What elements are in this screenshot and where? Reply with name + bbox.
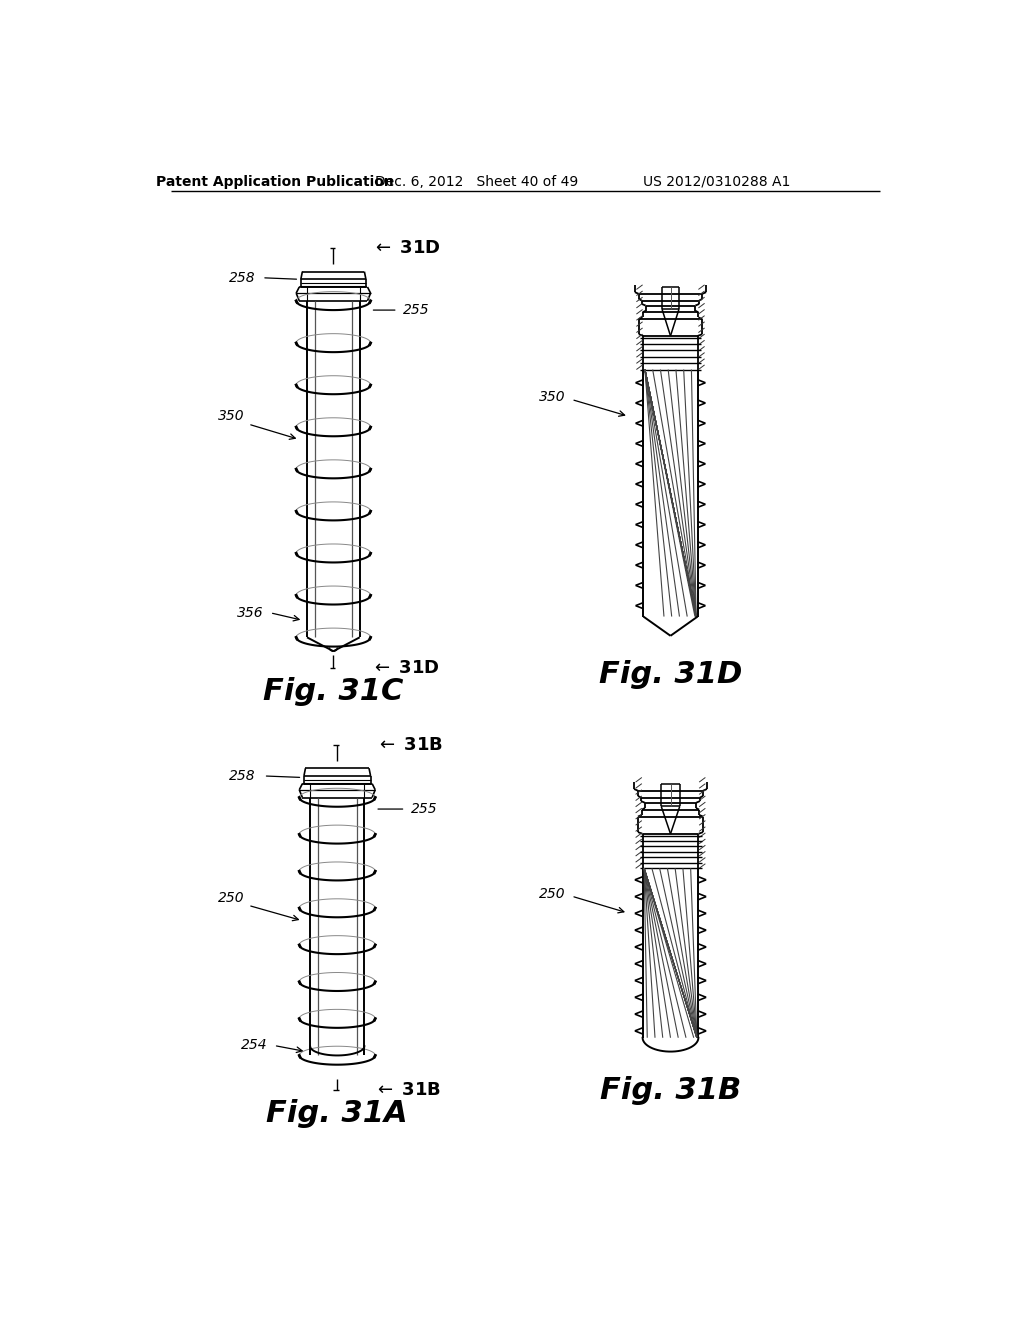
Text: 250: 250	[218, 891, 245, 904]
Text: Fig. 31C: Fig. 31C	[263, 677, 403, 706]
Text: 258: 258	[229, 770, 256, 783]
Text: Patent Application Publication: Patent Application Publication	[157, 174, 394, 189]
Text: 250: 250	[540, 887, 566, 900]
Text: $\leftarrow$ $\bf{31D}$: $\leftarrow$ $\bf{31D}$	[371, 659, 439, 677]
Text: 254: 254	[241, 1039, 267, 1052]
Text: $\leftarrow$ $\bf{31D}$: $\leftarrow$ $\bf{31D}$	[372, 239, 441, 257]
Text: Dec. 6, 2012   Sheet 40 of 49: Dec. 6, 2012 Sheet 40 of 49	[375, 174, 579, 189]
Text: 255: 255	[403, 304, 430, 317]
Text: US 2012/0310288 A1: US 2012/0310288 A1	[643, 174, 791, 189]
Text: Fig. 31A: Fig. 31A	[266, 1098, 408, 1127]
Text: $\leftarrow$ $\bf{31B}$: $\leftarrow$ $\bf{31B}$	[376, 737, 443, 754]
Text: Fig. 31D: Fig. 31D	[599, 660, 742, 689]
Text: 350: 350	[218, 409, 245, 424]
Text: 356: 356	[237, 606, 263, 619]
Text: $\leftarrow$ $\bf{31B}$: $\leftarrow$ $\bf{31B}$	[375, 1081, 441, 1100]
Text: 255: 255	[411, 803, 437, 816]
Text: 258: 258	[229, 271, 256, 285]
Text: Fig. 31B: Fig. 31B	[600, 1076, 741, 1105]
Text: 350: 350	[540, 391, 566, 404]
